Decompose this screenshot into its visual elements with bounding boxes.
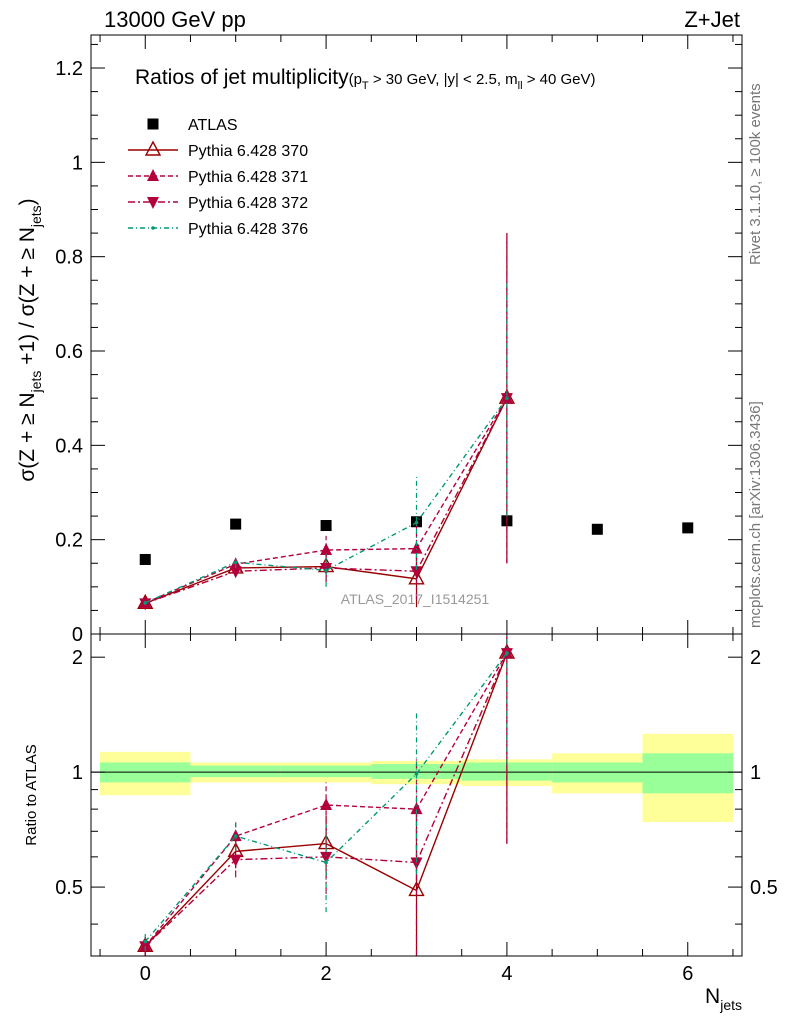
data-point	[414, 520, 419, 525]
rivet-label: Rivet 3.1.10, ≥ 100k events	[747, 83, 764, 265]
data-point	[139, 553, 151, 565]
uncertainty-band-inner	[280, 765, 372, 778]
ratio-data-point	[410, 802, 423, 815]
legend-label: Pythia 6.428 371	[188, 169, 308, 186]
ratio-y-tick-label: 0.5	[55, 877, 83, 899]
ratio-data-point	[414, 772, 419, 776]
ratio-series-line	[144, 652, 508, 947]
main-y-tick-label: 0.6	[55, 341, 83, 363]
ratio-x-tick-label: 2	[321, 963, 332, 985]
header-left: 13000 GeV pp	[104, 7, 246, 32]
ratio-series-p376	[143, 634, 509, 952]
data-point	[324, 568, 328, 573]
ratio-series-line	[144, 652, 508, 943]
main-axes: 0 0.2 0.4 0.6 0.8 1 1.2	[55, 35, 742, 646]
ratio-ylabel: Ratio to ATLAS	[23, 744, 40, 845]
ratio-frame	[90, 633, 743, 957]
main-series-layer	[137, 233, 694, 611]
ratio-x-tick-label: 6	[682, 963, 693, 985]
legend-label: Pythia 6.428 376	[188, 221, 308, 238]
uncertainty-band-inner	[190, 765, 281, 778]
ratio-y-tick-label: 2	[72, 647, 83, 669]
data-point	[591, 523, 603, 535]
data-point	[682, 522, 694, 534]
data-point	[505, 396, 509, 400]
legend-label: ATLAS	[188, 117, 238, 134]
legend-marker	[147, 118, 159, 130]
analysis-watermark: ATLAS_2017_I1514251	[341, 591, 490, 607]
ratio-data-point	[410, 857, 423, 870]
data-point	[410, 566, 423, 579]
main-ylabel: σ(Z + ≥ Njets +1) / σ(Z + ≥ Njets)	[16, 198, 44, 481]
series-line	[144, 397, 508, 604]
legend-marker	[144, 140, 162, 156]
legend: ATLAS Pythia 6.428 370 Pythia 6.428 371 Pyt…	[128, 117, 308, 238]
main-title: Ratios of jet multiplicity(pT > 30 GeV, …	[135, 66, 596, 92]
uncertainty-band-inner	[642, 753, 733, 794]
ratio-panel: 0 2 4 6 0.5 0.5 1 1 2 2 Ratio to ATLAS Njets	[23, 633, 778, 1013]
legend-label: Pythia 6.428 372	[188, 195, 308, 212]
ratio-band-layer	[100, 733, 733, 823]
ratio-y-tick-label-right: 1	[750, 762, 761, 784]
header-right: Z+Jet	[684, 7, 740, 32]
mcplots-label: mcplots.cern.ch [arXiv:1306.3436]	[747, 401, 764, 628]
ratio-data-point	[143, 939, 148, 944]
main-y-tick-label: 1.2	[55, 58, 83, 80]
ratio-data-point	[229, 854, 242, 867]
ratio-x-tick-label: 4	[501, 963, 512, 985]
legend-label: Pythia 6.428 370	[188, 143, 308, 160]
ratio-y-tick-label-right: 2	[750, 647, 761, 669]
main-y-tick-label: 0.2	[55, 530, 83, 552]
data-point	[143, 601, 148, 605]
uncertainty-band-inner	[371, 764, 462, 779]
data-point	[233, 560, 238, 565]
ratio-data-point	[505, 651, 509, 655]
legend-marker	[147, 197, 159, 209]
legend-marker	[147, 169, 159, 181]
main-y-tick-label: 1	[72, 152, 83, 174]
ratio-y-tick-label: 1	[72, 762, 83, 784]
ratio-x-tick-label: 0	[140, 963, 151, 985]
ratio-data-point	[320, 798, 333, 811]
main-y-tick-label: 0	[72, 624, 83, 646]
main-y-tick-label: 0.4	[55, 435, 83, 457]
data-point	[229, 566, 242, 579]
series-p371	[139, 233, 513, 608]
ratio-xlabel: Njets	[705, 985, 742, 1013]
ratio-y-tick-label-right: 0.5	[750, 877, 778, 899]
data-point	[320, 520, 332, 532]
ratio-series-layer	[137, 634, 516, 956]
series-p376	[143, 280, 509, 605]
data-point	[320, 543, 333, 556]
main-y-tick-label: 0.8	[55, 247, 83, 269]
ratio-axes: 0 2 4 6 0.5 0.5 1 1 2 2	[55, 634, 778, 985]
legend-marker	[151, 226, 155, 230]
ratio-data-point	[320, 851, 333, 864]
data-point	[230, 518, 242, 530]
ratio-data-point	[233, 834, 238, 838]
main-panel: 0 0.2 0.4 0.6 0.8 1 1.2 Ratios of jet multipli…	[16, 34, 743, 646]
ratio-data-point	[324, 860, 328, 865]
